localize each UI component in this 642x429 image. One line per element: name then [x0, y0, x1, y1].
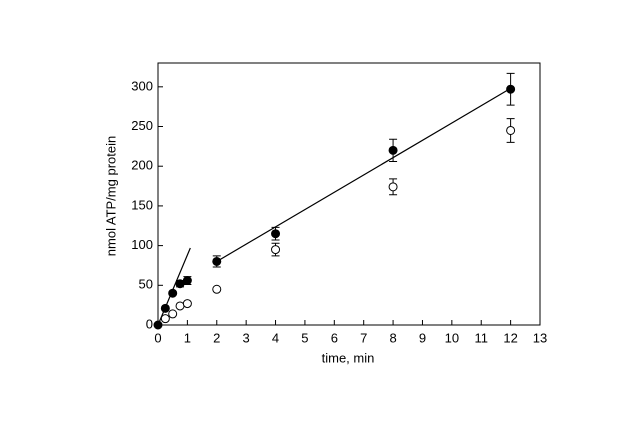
- data-point: [182, 299, 192, 309]
- plot-frame: [157, 62, 541, 326]
- y-tick-label: 0: [146, 316, 153, 331]
- y-tick-label: 100: [131, 237, 153, 252]
- data-point: [160, 314, 170, 324]
- data-point: [153, 320, 163, 330]
- data-point: [212, 284, 222, 294]
- data-point: [388, 145, 398, 155]
- x-tick-label: 12: [503, 330, 517, 345]
- data-point: [271, 229, 281, 239]
- data-point: [506, 125, 516, 135]
- fit-line: [216, 87, 511, 263]
- y-axis-label: nmol ATP/mg protein: [103, 136, 118, 256]
- x-tick-label: 9: [419, 330, 426, 345]
- y-tick-label: 300: [131, 78, 153, 93]
- data-point: [160, 303, 170, 313]
- x-tick-label: 4: [272, 330, 279, 345]
- x-tick-label: 6: [331, 330, 338, 345]
- data-point: [168, 288, 178, 298]
- x-tick-label: 3: [243, 330, 250, 345]
- x-tick-label: 2: [213, 330, 220, 345]
- y-tick-label: 200: [131, 158, 153, 173]
- y-tick-label: 50: [139, 277, 153, 292]
- x-tick-label: 11: [474, 330, 488, 345]
- x-tick-label: 8: [389, 330, 396, 345]
- data-point: [175, 279, 185, 289]
- data-point: [175, 301, 185, 311]
- data-point: [168, 309, 178, 319]
- data-point: [388, 182, 398, 192]
- data-point: [506, 84, 516, 94]
- data-point: [212, 256, 222, 266]
- x-tick-label: 0: [154, 330, 161, 345]
- y-tick-label: 250: [131, 118, 153, 133]
- x-tick-label: 1: [184, 330, 191, 345]
- data-point: [182, 276, 192, 286]
- x-tick-label: 7: [360, 330, 367, 345]
- x-tick-label: 10: [445, 330, 459, 345]
- data-point: [271, 245, 281, 255]
- y-tick-label: 150: [131, 197, 153, 212]
- x-tick-label: 5: [301, 330, 308, 345]
- x-tick-label: 13: [533, 330, 547, 345]
- x-axis-label: time, min: [322, 350, 375, 365]
